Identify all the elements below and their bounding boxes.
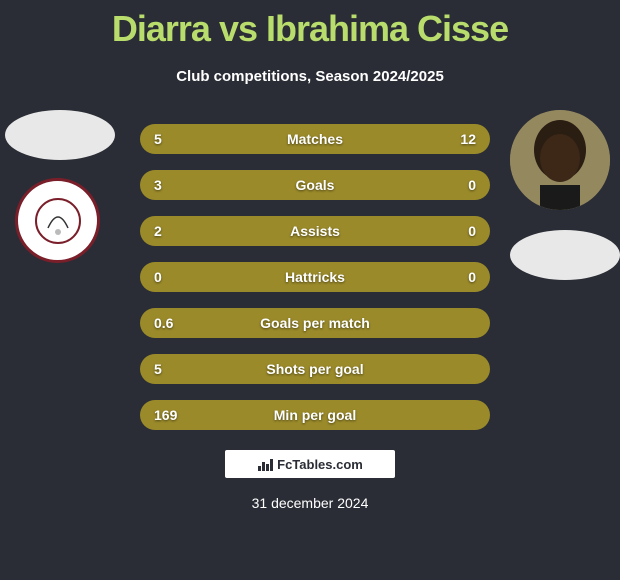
stat-label: Assists (184, 223, 446, 239)
player-left-column (5, 110, 115, 263)
stat-label: Shots per goal (184, 361, 446, 377)
player-right-column (510, 110, 615, 280)
stat-row: 2 Assists 0 (140, 216, 490, 246)
stat-row: 0.6 Goals per match (140, 308, 490, 338)
comparison-title: Diarra vs Ibrahima Cisse (0, 0, 620, 50)
stat-left-value: 0.6 (154, 315, 184, 331)
player-left-avatar-placeholder (5, 110, 115, 160)
player-right-avatar (510, 110, 610, 210)
footer-date: 31 december 2024 (0, 495, 620, 511)
stat-left-value: 5 (154, 361, 184, 377)
brand-logo[interactable]: FcTables.com (225, 450, 395, 478)
stat-row: 5 Matches 12 (140, 124, 490, 154)
stat-row: 0 Hattricks 0 (140, 262, 490, 292)
stat-left-value: 169 (154, 407, 184, 423)
brand-text: FcTables.com (277, 457, 363, 472)
stats-list: 5 Matches 12 3 Goals 0 2 Assists 0 0 Hat… (140, 124, 490, 446)
stat-left-value: 5 (154, 131, 184, 147)
stat-right-value: 0 (446, 177, 476, 193)
stat-label: Matches (184, 131, 446, 147)
stat-label: Hattricks (184, 269, 446, 285)
stat-label: Min per goal (184, 407, 446, 423)
stat-label: Goals (184, 177, 446, 193)
stat-row: 3 Goals 0 (140, 170, 490, 200)
stat-left-value: 3 (154, 177, 184, 193)
stat-row: 5 Shots per goal (140, 354, 490, 384)
stat-right-value: 0 (446, 269, 476, 285)
club-badge-left (15, 178, 100, 263)
club-badge-right-placeholder (510, 230, 620, 280)
stat-right-value: 12 (446, 131, 476, 147)
stat-left-value: 2 (154, 223, 184, 239)
stat-row: 169 Min per goal (140, 400, 490, 430)
stat-label: Goals per match (184, 315, 446, 331)
stat-right-value: 0 (446, 223, 476, 239)
chart-icon (257, 456, 273, 472)
stat-left-value: 0 (154, 269, 184, 285)
comparison-subtitle: Club competitions, Season 2024/2025 (0, 68, 620, 85)
